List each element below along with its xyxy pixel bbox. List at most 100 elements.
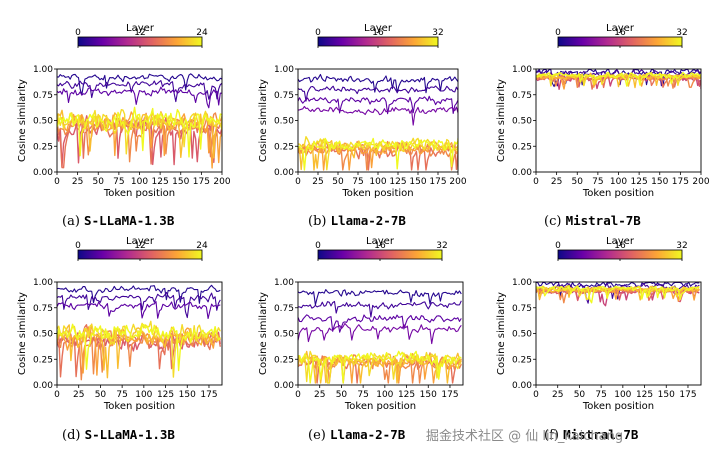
- series-line-layer: [536, 284, 700, 304]
- colorbar-tick-label: 16: [614, 28, 626, 38]
- x-tick-label: 25: [314, 390, 325, 400]
- colorbar-label: Layer: [366, 236, 395, 247]
- colorbar-label: Layer: [606, 236, 635, 247]
- x-tick-label: 0: [54, 177, 60, 187]
- caption-b: (b) Llama-2-7B: [308, 213, 406, 229]
- watermark-text: 掘金技术社区 @ 仙 lin_kaichang: [426, 429, 624, 444]
- caption-b-model: Llama-2-7B: [330, 213, 406, 228]
- y-tick-label: 1.00: [512, 278, 532, 288]
- chart-b: Layer 0 16 32 0.00 0.25 0.50 0.75 1.00 0 25 50 75 100…: [258, 23, 467, 199]
- x-tick-label: 25: [312, 177, 323, 187]
- chart-a: Layer 0 12 24 0.00 0.25 0.50 0.75 1.00 0 25 50 75 100…: [17, 23, 231, 199]
- x-tick-label: 100: [610, 177, 627, 187]
- chart-e: Layer 0 16 32 0.00 0.25 0.50 0.75 1.00 0 25 50 75 100…: [258, 236, 464, 412]
- colorbar-tick-label: 12: [134, 241, 145, 251]
- y-tick-label: 0.75: [33, 91, 53, 101]
- y-tick-label: 0.75: [274, 304, 294, 314]
- y-tick-label: 0.25: [33, 355, 53, 365]
- y-tick-label: 0.75: [33, 304, 53, 314]
- colorbar-label: Layer: [364, 23, 393, 34]
- plot-frame: [297, 68, 459, 173]
- x-tick-label: 175: [441, 390, 458, 400]
- x-tick-label: 100: [131, 177, 148, 187]
- colorbar-tick-label: 12: [134, 28, 145, 38]
- y-tick-label: 1.00: [274, 278, 294, 288]
- y-tick-label: 0.75: [274, 91, 294, 101]
- x-tick-label: 25: [551, 177, 562, 187]
- x-tick-label: 50: [574, 390, 586, 400]
- caption-c-label: (c): [544, 214, 562, 229]
- x-tick-label: 25: [72, 177, 83, 187]
- series-line-layer: [57, 106, 222, 158]
- colorbar: [77, 36, 203, 47]
- y-axis-label: Cosine similarity: [496, 79, 507, 162]
- x-tick-label: 150: [409, 177, 426, 187]
- y-tick-label: 0.75: [512, 91, 532, 101]
- y-tick-label: 1.00: [274, 65, 294, 75]
- x-tick-label: 25: [73, 390, 84, 400]
- x-tick-label: 75: [113, 177, 124, 187]
- y-tick-label: 1.00: [33, 65, 53, 75]
- series-line-layer: [298, 137, 458, 171]
- caption-a-model: S-LLaMA-1.3B: [84, 213, 175, 228]
- series-line-layer: [298, 322, 462, 345]
- series-line-layer: [298, 289, 462, 306]
- colorbar: [317, 249, 443, 260]
- colorbar-label: Layer: [126, 236, 155, 247]
- y-tick-label: 0.00: [33, 381, 53, 391]
- caption-f-label: (f): [544, 428, 559, 443]
- caption-c: (c) Mistral-7B: [544, 213, 641, 229]
- caption-d-model: S-LLaMA-1.3B: [84, 427, 175, 442]
- x-tick-label: 150: [179, 390, 196, 400]
- x-tick-label: 0: [54, 390, 60, 400]
- caption-e-label: (e): [308, 428, 326, 443]
- x-tick-label: 175: [429, 177, 446, 187]
- x-tick-label: 0: [533, 390, 539, 400]
- x-tick-label: 125: [389, 177, 406, 187]
- colorbar-tick-label: 32: [432, 28, 443, 38]
- y-tick-label: 0.50: [33, 330, 53, 340]
- colorbar-tick-label: 16: [614, 241, 626, 251]
- series-line-layer: [57, 323, 221, 372]
- colorbar-label: Layer: [606, 23, 635, 34]
- x-tick-label: 175: [672, 177, 689, 187]
- caption-c-model: Mistral-7B: [565, 213, 641, 228]
- colorbar: [317, 36, 439, 47]
- colorbar-tick-label: 0: [555, 241, 561, 251]
- x-axis-label: Token position: [341, 188, 413, 199]
- x-tick-label: 125: [157, 390, 174, 400]
- y-tick-label: 0.25: [33, 142, 53, 152]
- x-tick-label: 0: [533, 177, 539, 187]
- x-tick-label: 175: [200, 390, 217, 400]
- y-axis-label: Cosine similarity: [496, 292, 507, 375]
- series-line-layer: [298, 350, 462, 384]
- colorbar-tick-label: 0: [315, 28, 321, 38]
- series-line-layer: [298, 350, 462, 384]
- series-line-layer: [298, 314, 462, 333]
- x-tick-label: 125: [631, 177, 648, 187]
- x-tick-label: 150: [420, 390, 437, 400]
- x-tick-label: 50: [93, 177, 105, 187]
- x-axis-label: Token position: [103, 188, 175, 199]
- series-line-layer: [298, 73, 458, 94]
- y-tick-label: 0.50: [33, 117, 53, 127]
- x-axis-label: Token position: [103, 401, 175, 412]
- caption-d: (d) S-LLaMA-1.3B: [62, 427, 175, 443]
- x-tick-label: 100: [614, 390, 631, 400]
- x-tick-label: 75: [352, 177, 363, 187]
- x-tick-label: 150: [651, 177, 668, 187]
- x-tick-label: 175: [679, 390, 696, 400]
- colorbar-tick-label: 32: [676, 241, 687, 251]
- colorbar-tick-label: 24: [196, 241, 208, 251]
- x-tick-label: 50: [572, 177, 584, 187]
- caption-a-label: (a): [62, 214, 80, 229]
- series-line-layer: [298, 105, 458, 126]
- series-line-layer: [57, 291, 221, 319]
- x-axis-label: Token position: [582, 401, 654, 412]
- series-line-layer: [298, 85, 458, 102]
- y-tick-label: 0.00: [512, 381, 532, 391]
- y-tick-label: 0.50: [512, 330, 532, 340]
- colorbar-tick-label: 16: [372, 28, 384, 38]
- colorbar-tick-label: 0: [75, 28, 81, 38]
